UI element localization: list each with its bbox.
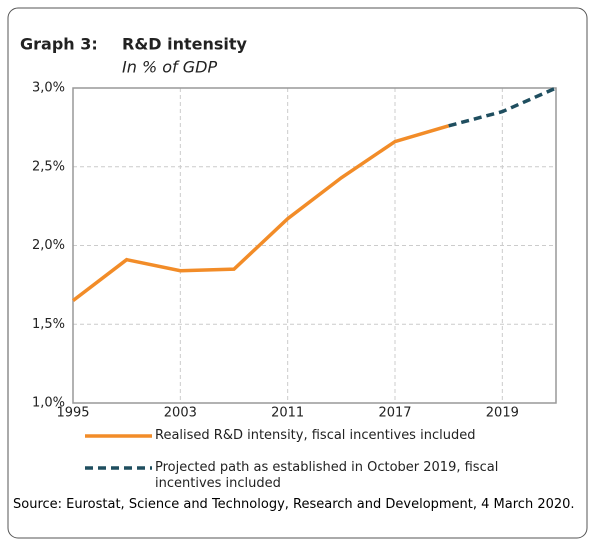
x-tick-label: 2019 — [486, 406, 519, 421]
x-tick-label: 2017 — [378, 406, 411, 421]
legend-label: Realised R&D intensity, fiscal incentive… — [155, 428, 476, 443]
x-tick-label: 1995 — [56, 406, 89, 421]
x-tick-label: 2003 — [164, 406, 197, 421]
y-tick-label: 3,0% — [32, 81, 65, 96]
series-line — [448, 86, 557, 128]
frame — [7, 7, 588, 539]
title-prefix: Graph 3: — [20, 35, 98, 54]
plot-border — [72, 87, 557, 404]
y-tick-label: 2,5% — [32, 159, 65, 174]
legend-label: Projected path as established in October… — [155, 460, 499, 491]
source-note: Source: Eurostat, Science and Technology… — [13, 497, 575, 512]
x-tick-label: 2011 — [271, 406, 304, 421]
series-line — [71, 124, 450, 303]
chart-subtitle: In % of GDP — [122, 58, 217, 77]
y-tick-label: 1,5% — [32, 317, 65, 332]
y-tick-label: 2,0% — [32, 238, 65, 253]
y-tick-label: 1,0% — [32, 396, 65, 411]
chart-title: R&D intensity — [122, 35, 248, 54]
